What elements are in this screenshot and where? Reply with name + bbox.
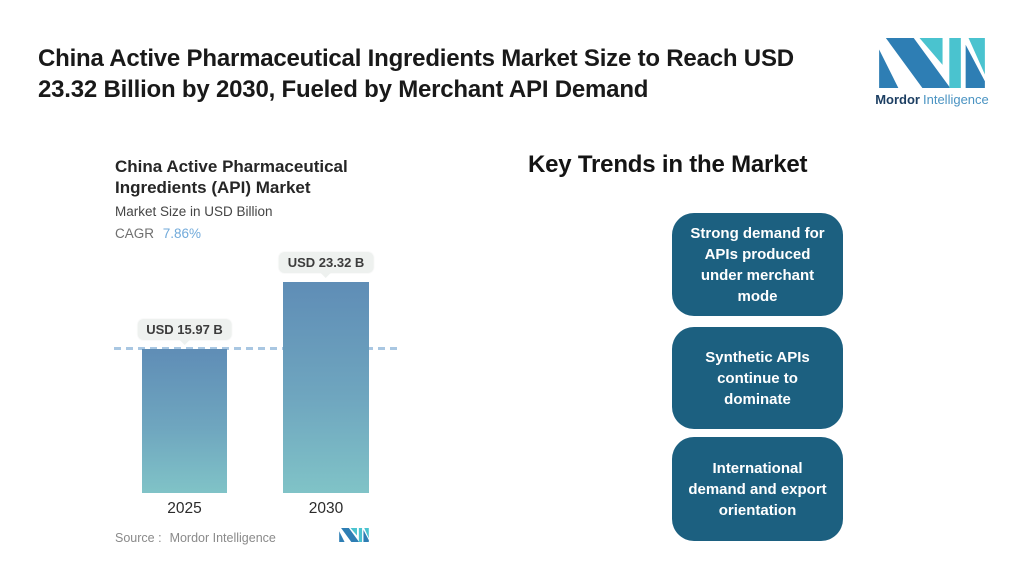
cagr-value: 7.86% [162, 226, 202, 241]
axis-label-2025: 2025 [167, 500, 202, 517]
page-title: China Active Pharmaceutical Ingredients … [38, 43, 868, 105]
chart-title-line1: China Active Pharmaceutical [115, 157, 348, 176]
brand-logo: Mordor Intelligence [862, 38, 1002, 107]
source-value: Mordor Intelligence [169, 531, 276, 545]
brand-word-secondary: Intelligence [923, 92, 989, 107]
value-label-2025: USD 15.97 B [137, 319, 232, 340]
page-title-line2: 23.32 Billion by 2030, Fueled by Merchan… [38, 76, 649, 104]
bar-column-2025: USD 15.97 B 2025 [137, 250, 232, 517]
brand-word-primary: Mordor [875, 92, 920, 107]
trends-heading: Key Trends in the Market [528, 151, 808, 178]
chart-title-line2: Ingredients (API) Market [115, 178, 311, 197]
chart-subtitle: Market Size in USD Billion [115, 204, 273, 219]
value-label-2030: USD 23.32 B [278, 252, 374, 273]
bar-2025 [142, 349, 227, 493]
trend-card-synthetic-apis: Synthetic APIs continue to dominate [672, 327, 843, 429]
mordor-intelligence-logo-small-icon [339, 528, 369, 546]
bar-chart: USD 15.97 B 2025 USD 23.32 B 2030 [100, 250, 420, 517]
trend-card-international-demand: International demand and export orientat… [672, 437, 843, 541]
reference-dashed-line [114, 347, 400, 350]
brand-logo-small [339, 528, 369, 547]
axis-label-2030: 2030 [308, 500, 344, 517]
trend-card-merchant-mode: Strong demand for APIs produced under me… [672, 213, 843, 316]
bar-column-2030: USD 23.32 B 2030 [278, 250, 374, 517]
cagr-line: CAGR 7.86% [115, 226, 201, 241]
brand-wordmark: Mordor Intelligence [862, 92, 1002, 107]
cagr-label: CAGR [115, 226, 155, 241]
page-title-line1: China Active Pharmaceutical Ingredients … [38, 45, 794, 73]
source-line: Source : Mordor Intelligence [115, 531, 276, 545]
bar-2030 [283, 282, 369, 493]
chart-title: China Active Pharmaceutical Ingredients … [115, 156, 348, 198]
mordor-intelligence-logo-icon [862, 38, 1002, 88]
source-label: Source : [115, 531, 162, 545]
